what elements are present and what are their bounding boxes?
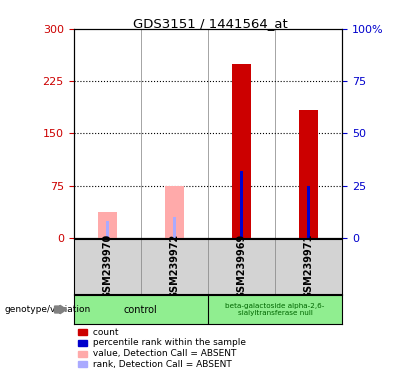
- Text: GSM239969: GSM239969: [236, 234, 247, 299]
- Bar: [105, 221, 109, 238]
- Bar: [307, 186, 310, 238]
- Text: percentile rank within the sample: percentile rank within the sample: [90, 338, 246, 348]
- Text: control: control: [124, 305, 158, 314]
- Text: GDS3151 / 1441564_at: GDS3151 / 1441564_at: [133, 17, 287, 30]
- Text: genotype/variation: genotype/variation: [4, 305, 90, 314]
- Bar: [299, 111, 318, 238]
- Bar: [173, 217, 176, 238]
- Bar: [240, 171, 243, 238]
- Bar: [98, 212, 116, 238]
- Bar: [232, 64, 251, 238]
- Bar: [165, 186, 184, 238]
- Text: GSM239970: GSM239970: [102, 234, 112, 299]
- Text: GSM239971: GSM239971: [304, 234, 314, 299]
- Text: GSM239972: GSM239972: [169, 234, 179, 299]
- Text: count: count: [90, 328, 119, 337]
- Text: value, Detection Call = ABSENT: value, Detection Call = ABSENT: [90, 349, 237, 358]
- Text: beta-galactoside alpha-2,6-
sialyltransferase null: beta-galactoside alpha-2,6- sialyltransf…: [226, 303, 325, 316]
- Text: rank, Detection Call = ABSENT: rank, Detection Call = ABSENT: [90, 360, 232, 369]
